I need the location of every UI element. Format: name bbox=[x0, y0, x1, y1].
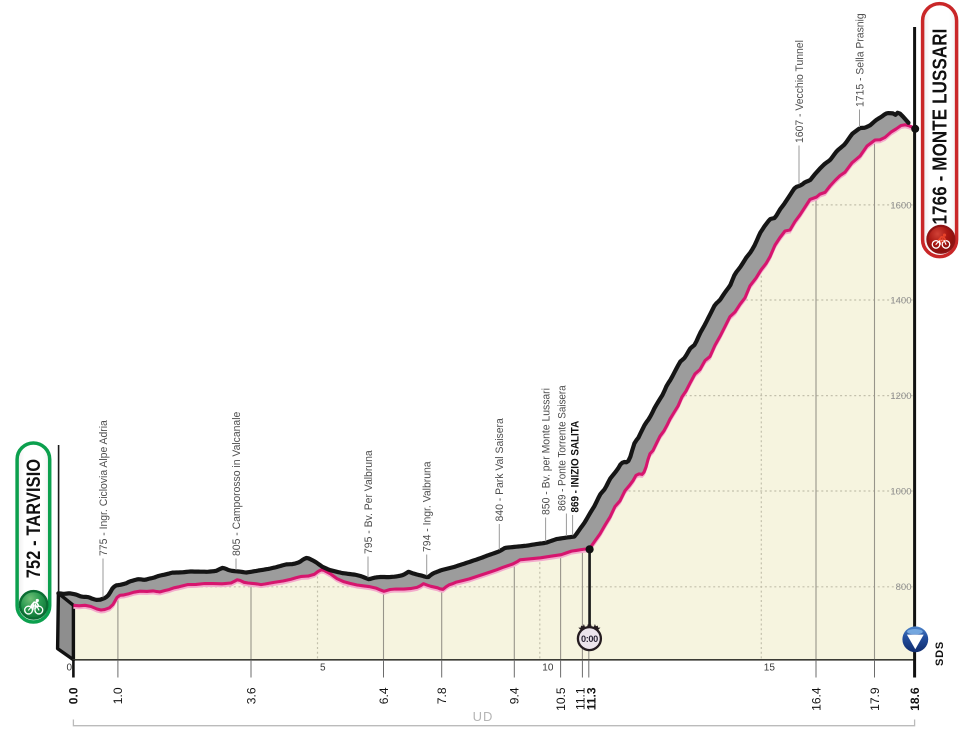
svg-text:800: 800 bbox=[896, 582, 912, 593]
svg-text:9.4: 9.4 bbox=[508, 687, 522, 704]
svg-text:6.4: 6.4 bbox=[377, 687, 391, 704]
svg-text:16.4: 16.4 bbox=[809, 687, 823, 711]
svg-text:UD: UD bbox=[473, 709, 494, 724]
svg-text:3.6: 3.6 bbox=[244, 687, 258, 704]
svg-text:752 - TARVISIO: 752 - TARVISIO bbox=[23, 459, 45, 579]
svg-text:11.3: 11.3 bbox=[585, 687, 599, 710]
svg-text:869 - Ponte Torrente Saisera: 869 - Ponte Torrente Saisera bbox=[557, 385, 568, 511]
svg-text:794 - Ingr. Valbruna: 794 - Ingr. Valbruna bbox=[421, 461, 433, 552]
svg-text:869 - INIZIO SALITA: 869 - INIZIO SALITA bbox=[570, 420, 581, 512]
svg-text:1600: 1600 bbox=[890, 200, 911, 211]
svg-text:1000: 1000 bbox=[890, 486, 911, 497]
svg-text:795 - Bv. Per Valbruna: 795 - Bv. Per Valbruna bbox=[363, 450, 375, 554]
svg-text:775 - Ingr. Ciclovia Alpe Adri: 775 - Ingr. Ciclovia Alpe Adria bbox=[98, 420, 110, 556]
svg-text:0:00: 0:00 bbox=[581, 634, 598, 644]
svg-text:1200: 1200 bbox=[890, 391, 911, 402]
svg-text:10.5: 10.5 bbox=[554, 687, 568, 711]
svg-text:SDS: SDS bbox=[934, 641, 946, 666]
svg-text:18.6: 18.6 bbox=[908, 687, 922, 711]
svg-text:5: 5 bbox=[320, 663, 326, 674]
svg-text:1766 - MONTE LUSSARI: 1766 - MONTE LUSSARI bbox=[928, 28, 951, 224]
svg-text:10: 10 bbox=[542, 663, 554, 674]
svg-text:7.8: 7.8 bbox=[435, 687, 449, 704]
svg-text:11.1: 11.1 bbox=[574, 687, 588, 710]
svg-text:1400: 1400 bbox=[890, 295, 911, 306]
svg-text:15: 15 bbox=[764, 663, 776, 674]
svg-text:0: 0 bbox=[66, 663, 72, 674]
svg-text:1607 - Vecchio Tunnel: 1607 - Vecchio Tunnel bbox=[794, 40, 806, 143]
svg-text:1.0: 1.0 bbox=[111, 687, 125, 704]
svg-text:17.9: 17.9 bbox=[868, 687, 882, 711]
svg-text:0.0: 0.0 bbox=[67, 687, 81, 704]
svg-text:1715 - Sella Prasnig: 1715 - Sella Prasnig bbox=[854, 13, 866, 107]
svg-text:805 - Camporosso in Valcanale: 805 - Camporosso in Valcanale bbox=[231, 412, 243, 556]
svg-text:840 - Park Val Saisera: 840 - Park Val Saisera bbox=[494, 418, 506, 521]
svg-text:850 - Bv. per Monte Lussari: 850 - Bv. per Monte Lussari bbox=[540, 388, 552, 515]
